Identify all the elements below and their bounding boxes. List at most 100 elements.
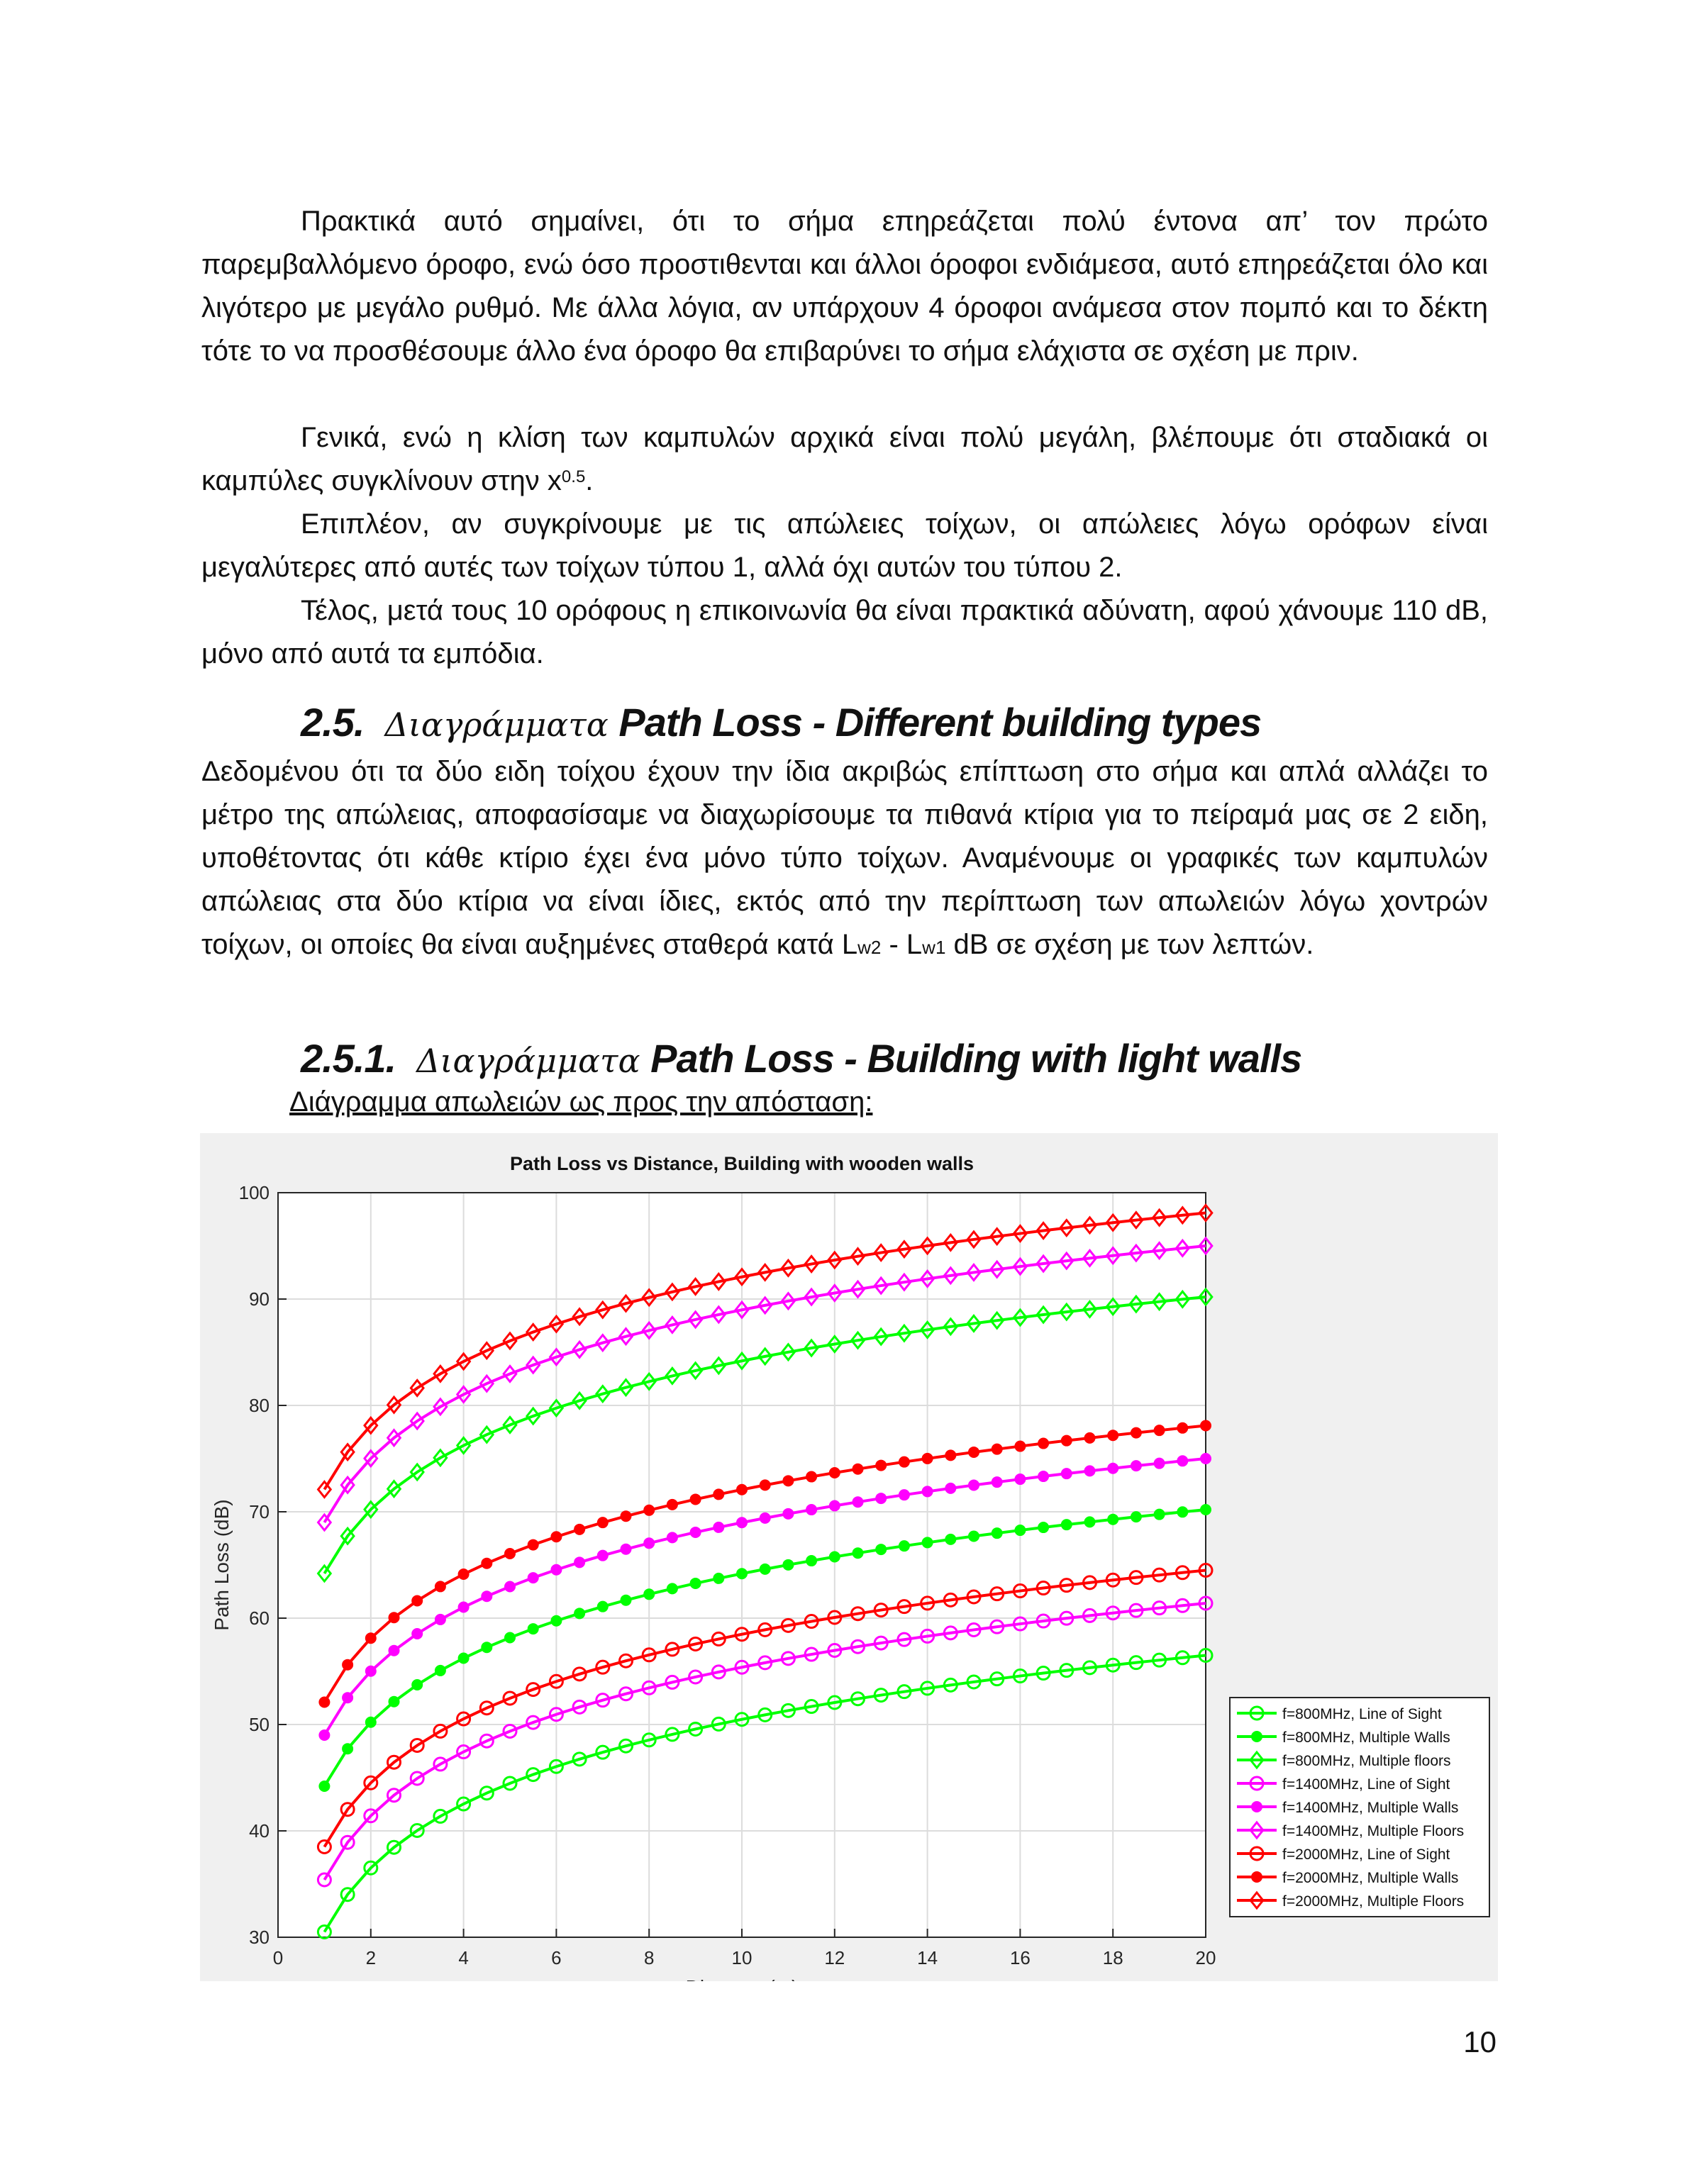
series-7-point	[1128, 1570, 1144, 1586]
series-4-point	[850, 1639, 865, 1654]
series-6-point	[1128, 1243, 1144, 1263]
subsection-number: 2.5.1.	[301, 1036, 396, 1081]
chart-svg: 0 2 4 6 8 10 12 14 16 18 20 30 40 50 60 70 80 90 100 Path L…	[211, 1153, 1490, 1981]
series-3-point	[1035, 1305, 1051, 1325]
series-9-point	[502, 1331, 518, 1351]
series-1-point	[734, 1712, 750, 1727]
series-7-point	[1152, 1567, 1167, 1583]
series-5-point	[1153, 1457, 1165, 1469]
series-3-point	[827, 1335, 843, 1354]
series-1-point	[920, 1681, 935, 1696]
series-6-point	[850, 1279, 866, 1299]
series-1-point	[548, 1759, 564, 1774]
series-3-point	[711, 1356, 727, 1376]
series-6-point	[1035, 1254, 1051, 1274]
series-6-point	[409, 1411, 425, 1431]
series-1-point	[827, 1695, 843, 1710]
y-tick-label: 30	[249, 1927, 270, 1948]
series-4-point	[920, 1628, 935, 1644]
series-7-point	[548, 1673, 564, 1689]
series-9-point	[827, 1250, 843, 1270]
series-8-point	[457, 1569, 470, 1581]
series-7-point	[850, 1606, 865, 1622]
series-9-point	[340, 1442, 355, 1462]
series-4-point	[711, 1664, 726, 1680]
series-4-point	[363, 1808, 379, 1824]
series-7-point	[595, 1659, 611, 1675]
series-5-point	[1177, 1455, 1189, 1467]
series-5-point	[574, 1556, 586, 1569]
series-7-point	[1012, 1583, 1028, 1599]
series-8-point	[713, 1488, 725, 1500]
subsection-title: Path Loss - Building with light walls	[650, 1036, 1302, 1081]
series-8-point	[481, 1557, 493, 1569]
series-2-point	[527, 1623, 539, 1635]
series-3-point	[1198, 1287, 1214, 1307]
series-9-point	[734, 1267, 750, 1287]
legend-marker	[1251, 1731, 1262, 1742]
series-9-point	[665, 1282, 680, 1302]
series-9-point	[525, 1322, 541, 1342]
series-8-point	[945, 1449, 957, 1461]
series-3-point	[548, 1398, 565, 1418]
series-7-point	[873, 1603, 889, 1618]
series-3-point	[850, 1330, 866, 1350]
series-7-point	[456, 1711, 472, 1727]
series-8-point	[1014, 1440, 1026, 1452]
series-5-point	[689, 1526, 701, 1538]
series-2-point	[1107, 1513, 1119, 1525]
series-9-point	[363, 1415, 379, 1435]
series-2-point	[1177, 1506, 1189, 1518]
series-6-point	[548, 1347, 565, 1367]
series-1-point	[409, 1822, 425, 1838]
series-4-point	[1152, 1600, 1167, 1616]
series-7-point	[1035, 1581, 1051, 1596]
x-tick-label: 16	[1010, 1947, 1031, 1968]
series-8-point	[596, 1517, 609, 1529]
series-line-3	[323, 1296, 1206, 1575]
wall-loss-subscript-2: w2	[857, 937, 882, 958]
series-4-point	[1198, 1595, 1214, 1611]
y-tick-label: 40	[249, 1820, 270, 1842]
series-4-point	[757, 1655, 773, 1671]
series-9-point	[1012, 1224, 1028, 1243]
series-7-point	[665, 1642, 680, 1657]
x-tick-label: 0	[273, 1947, 283, 1968]
series-7-point	[1105, 1572, 1121, 1588]
series-1-point	[363, 1860, 379, 1876]
series-line-7	[323, 1569, 1206, 1848]
x-tick-label: 10	[732, 1947, 753, 1968]
series-1-point	[387, 1839, 401, 1855]
series-9-point	[1082, 1215, 1098, 1235]
series-2-point	[968, 1530, 979, 1542]
series-4-point	[387, 1788, 401, 1803]
series-6-point	[966, 1263, 982, 1282]
series-5-point	[365, 1665, 377, 1677]
x-tick-label: 18	[1103, 1947, 1123, 1968]
series-4-point	[595, 1693, 611, 1708]
series-5-point	[527, 1572, 539, 1584]
series-7-point	[526, 1682, 541, 1698]
series-1-point	[618, 1738, 633, 1754]
series-3-point	[780, 1342, 796, 1362]
series-6-point	[618, 1327, 634, 1347]
series-8-point	[643, 1504, 655, 1516]
series-1-point	[641, 1732, 657, 1748]
y-tick-label: 90	[249, 1288, 270, 1310]
series-9-point	[896, 1239, 912, 1259]
series-9-point	[1105, 1213, 1121, 1232]
series-6-point	[455, 1385, 472, 1404]
series-3-point	[363, 1500, 379, 1520]
y-tick-label: 70	[249, 1501, 270, 1522]
legend-marker	[1249, 1846, 1265, 1861]
series-5-point	[434, 1613, 446, 1625]
series-6-point	[641, 1320, 657, 1340]
series-6-point	[919, 1269, 935, 1288]
series-2-point	[365, 1716, 377, 1728]
series-9-point	[641, 1288, 657, 1308]
legend-entry: f=1400MHz, Multiple Floors	[1282, 1823, 1464, 1839]
series-3-point	[595, 1384, 611, 1404]
y-axis-label: Path Loss (dB)	[211, 1499, 233, 1630]
series-2-point	[991, 1527, 1003, 1539]
paragraph-wall-comparison: Επιπλέον, αν συγκρίνουμε με τις απώλειες…	[201, 503, 1488, 589]
